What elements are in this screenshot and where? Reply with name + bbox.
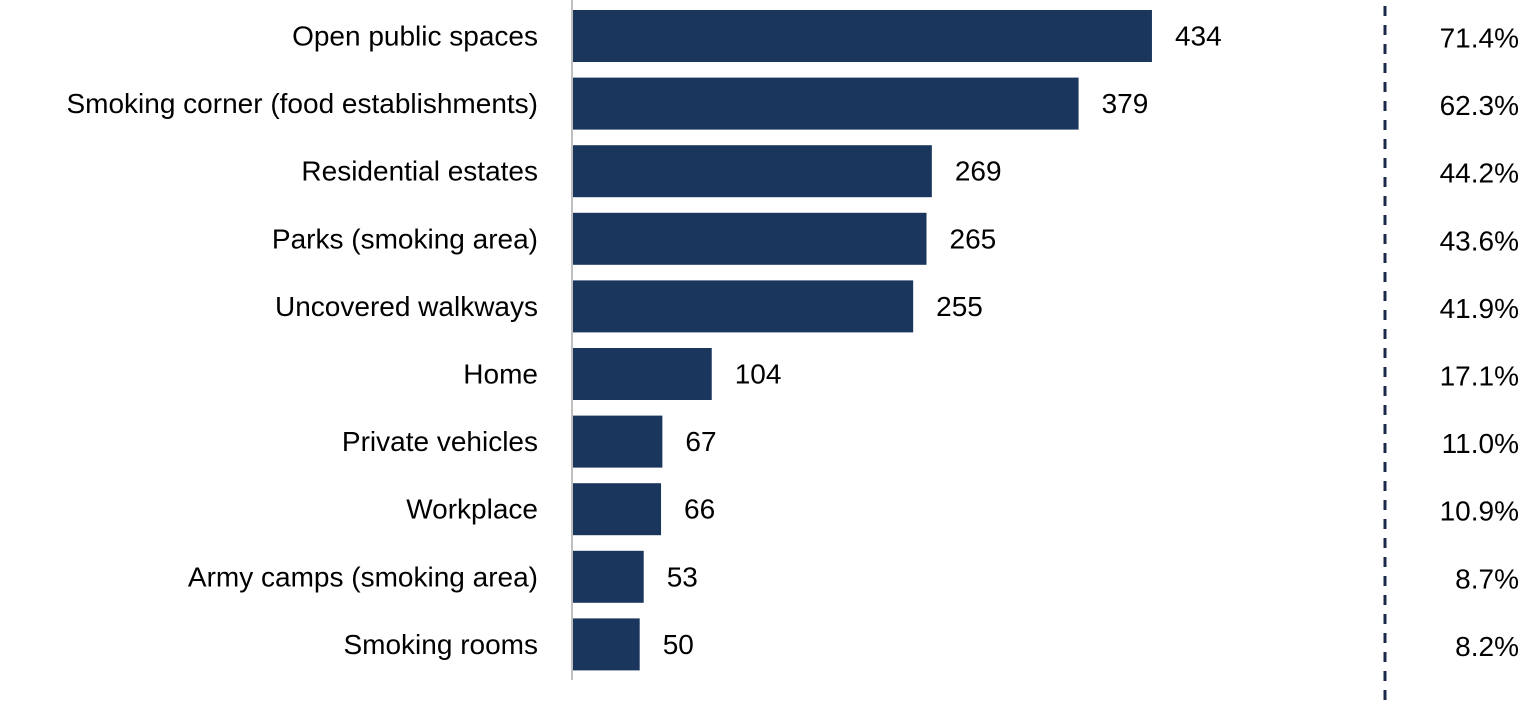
value-labels: 434 379 269 265 255 104 67 66 53 50 bbox=[663, 21, 1222, 660]
value-label: 104 bbox=[735, 359, 782, 390]
percentage-label: 43.6% bbox=[1440, 225, 1519, 256]
bar-1 bbox=[573, 77, 1079, 130]
category-label: Private vehicles bbox=[342, 426, 538, 457]
value-label: 50 bbox=[663, 629, 694, 660]
percentage-label: 62.3% bbox=[1440, 90, 1519, 121]
value-label: 434 bbox=[1175, 21, 1222, 52]
value-label: 66 bbox=[684, 494, 715, 525]
percentage-labels: 71.4% 62.3% 44.2% 43.6% 41.9% 17.1% 11.0% 10.9%… bbox=[1440, 23, 1519, 662]
value-label: 379 bbox=[1102, 88, 1149, 119]
category-label: Parks (smoking area) bbox=[272, 223, 538, 254]
percentage-label: 44.2% bbox=[1440, 158, 1519, 189]
bar-3 bbox=[573, 212, 927, 265]
category-label: Uncovered walkways bbox=[275, 291, 538, 322]
category-label: Smoking corner (food establishments) bbox=[66, 88, 538, 119]
value-label: 67 bbox=[685, 426, 716, 457]
bar-2 bbox=[573, 145, 932, 198]
category-label: Residential estates bbox=[301, 156, 538, 187]
category-label: Open public spaces bbox=[292, 21, 538, 52]
category-label: Smoking rooms bbox=[343, 629, 538, 660]
value-label: 265 bbox=[950, 223, 997, 254]
category-label: Army camps (smoking area) bbox=[188, 561, 538, 592]
value-label: 255 bbox=[936, 291, 983, 322]
bar-6 bbox=[573, 415, 663, 468]
category-label: Home bbox=[463, 359, 538, 390]
category-labels: Open public spaces Smoking corner (food e… bbox=[66, 21, 538, 660]
percentage-label: 71.4% bbox=[1440, 23, 1519, 54]
percentage-label: 11.0% bbox=[1442, 428, 1519, 459]
percentage-label: 8.7% bbox=[1455, 563, 1519, 594]
percentage-label: 10.9% bbox=[1440, 496, 1519, 527]
bar-4 bbox=[573, 280, 914, 333]
percentage-label: 17.1% bbox=[1440, 361, 1519, 392]
bars-group bbox=[573, 10, 1152, 671]
percentage-label: 41.9% bbox=[1440, 293, 1519, 324]
value-label: 53 bbox=[667, 561, 698, 592]
category-label: Workplace bbox=[406, 494, 538, 525]
bar-9 bbox=[573, 618, 640, 671]
bar-8 bbox=[573, 550, 644, 603]
bar-7 bbox=[573, 483, 662, 536]
value-label: 269 bbox=[955, 156, 1002, 187]
bar-5 bbox=[573, 348, 712, 400]
percentage-label: 8.2% bbox=[1455, 631, 1519, 662]
bar-0 bbox=[573, 10, 1152, 62]
